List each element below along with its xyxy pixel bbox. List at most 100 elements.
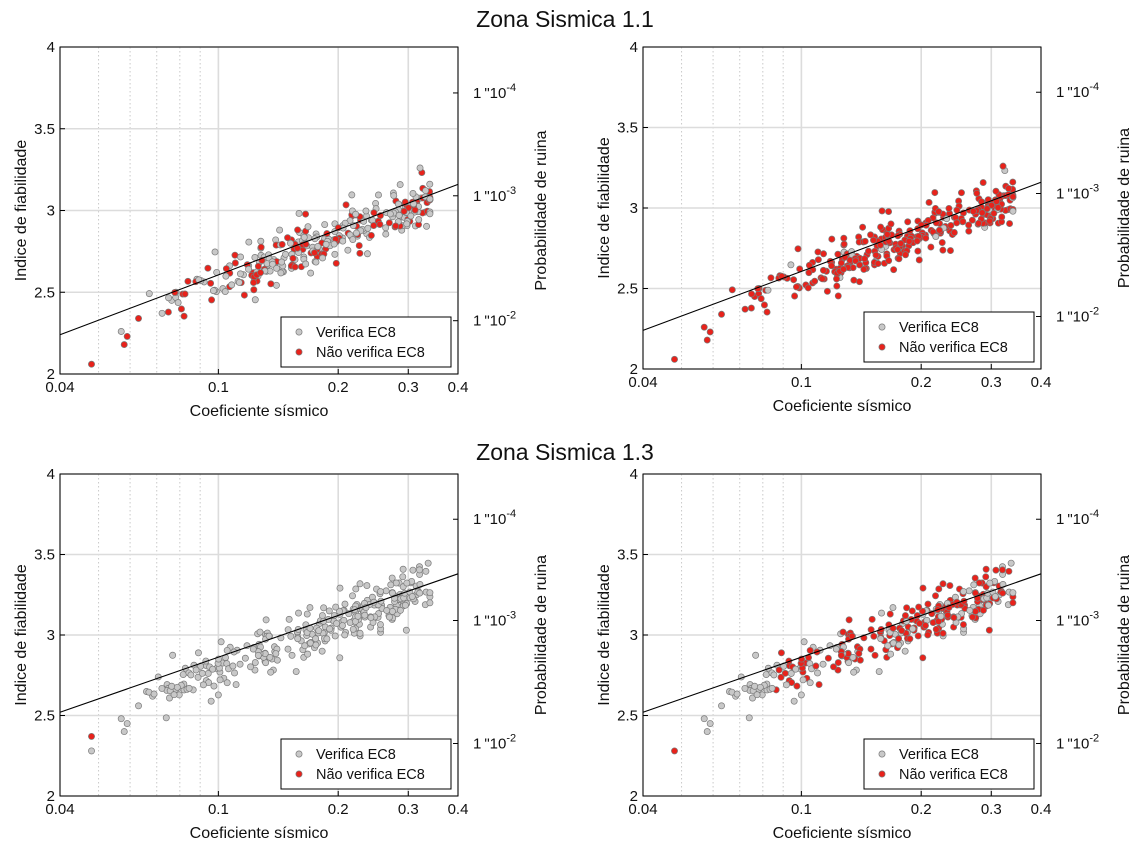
point-verifica xyxy=(272,650,280,657)
point-verifica xyxy=(236,660,244,668)
point-nao-verifica xyxy=(120,341,128,349)
point-verifica xyxy=(88,747,95,755)
point-nao-verifica xyxy=(927,243,935,251)
point-nao-verifica xyxy=(895,255,903,263)
point-verifica xyxy=(273,264,281,272)
point-nao-verifica xyxy=(257,269,264,277)
x-tick-label: 0.4 xyxy=(1031,374,1052,391)
x-tick-label: 0.3 xyxy=(981,801,1002,818)
point-nao-verifica xyxy=(860,265,868,273)
point-verifica xyxy=(222,272,230,280)
point-verifica xyxy=(749,694,756,702)
point-nao-verifica xyxy=(820,250,827,258)
point-verifica xyxy=(117,328,125,335)
x-tick-label: 0.3 xyxy=(981,374,1002,391)
point-verifica xyxy=(909,625,917,633)
point-nao-verifica xyxy=(1005,567,1013,575)
point-nao-verifica xyxy=(823,287,831,295)
point-verifica xyxy=(389,607,396,615)
point-verifica xyxy=(251,659,259,667)
y-tick-label: 4 xyxy=(630,466,638,483)
point-nao-verifica xyxy=(806,646,814,654)
point-verifica xyxy=(198,669,206,677)
point-verifica xyxy=(889,604,897,612)
point-nao-verifica xyxy=(965,221,973,229)
point-verifica xyxy=(288,651,296,659)
x-tick-label: 0.2 xyxy=(328,801,349,818)
point-verifica xyxy=(984,601,992,609)
point-verifica xyxy=(352,229,360,237)
point-nao-verifica xyxy=(903,604,911,612)
point-nao-verifica xyxy=(392,222,400,230)
point-nao-verifica xyxy=(355,242,363,250)
point-nao-verifica xyxy=(332,259,340,267)
point-nao-verifica xyxy=(207,279,215,287)
point-nao-verifica xyxy=(905,237,913,245)
point-nao-verifica xyxy=(760,301,768,309)
point-nao-verifica xyxy=(385,219,393,227)
y-axis-label: Indice de fiabilidade xyxy=(596,137,613,279)
point-verifica xyxy=(229,662,237,670)
legend-box xyxy=(280,316,452,368)
x-tick-label: 0.2 xyxy=(328,379,349,396)
legend-label-nao-verifica: Não verifica EC8 xyxy=(899,767,1008,783)
legend: Verifica EC8 Não verifica EC8 xyxy=(280,738,452,790)
point-verifica xyxy=(814,669,821,677)
point-verifica xyxy=(256,628,264,636)
legend-marker-nao-verifica xyxy=(295,770,303,778)
right-tick-label: 1 "10-4 xyxy=(1056,81,1099,101)
point-verifica xyxy=(269,260,277,268)
point-verifica xyxy=(251,296,259,304)
y-tick-label: 3 xyxy=(47,203,55,220)
point-verifica xyxy=(806,679,814,687)
point-verifica xyxy=(703,728,711,736)
point-nao-verifica xyxy=(867,645,875,653)
point-nao-verifica xyxy=(837,259,845,267)
point-verifica xyxy=(295,609,302,617)
point-nao-verifica xyxy=(915,603,923,611)
right-tick-label: 1 "10-2 xyxy=(1056,306,1099,326)
point-verifica xyxy=(388,574,396,582)
y-axis-right-label: Probabilidade de ruina xyxy=(533,555,550,715)
point-verifica xyxy=(878,609,885,617)
point-verifica xyxy=(273,281,280,289)
point-verifica xyxy=(304,650,312,658)
point-verifica xyxy=(330,240,338,248)
point-verifica xyxy=(409,566,417,574)
scatter-points xyxy=(88,559,434,755)
point-verifica xyxy=(787,261,795,269)
point-verifica xyxy=(937,612,945,620)
point-nao-verifica xyxy=(972,607,979,615)
point-verifica xyxy=(426,599,434,607)
y-tick-label: 2 xyxy=(47,788,55,805)
point-verifica xyxy=(285,615,293,623)
right-tick-label: 1 "10-4 xyxy=(473,508,516,528)
point-nao-verifica xyxy=(897,240,905,247)
point-verifica xyxy=(877,635,885,643)
point-verifica xyxy=(396,181,404,189)
point-verifica xyxy=(1009,207,1017,215)
y-tick-label: 3.5 xyxy=(34,121,55,138)
point-nao-verifica xyxy=(792,283,800,291)
point-verifica xyxy=(376,621,384,629)
point-nao-verifica xyxy=(959,621,967,629)
y-tick-label: 3.5 xyxy=(617,547,638,564)
point-nao-verifica xyxy=(859,223,867,231)
right-tick-label: 1 "10-3 xyxy=(1056,183,1099,203)
point-verifica xyxy=(383,607,391,614)
x-tick-label: 0.4 xyxy=(1031,801,1052,818)
regression-line xyxy=(59,573,459,713)
point-nao-verifica xyxy=(861,237,869,245)
point-verifica xyxy=(158,309,166,317)
point-verifica xyxy=(336,654,344,662)
point-nao-verifica xyxy=(791,292,799,300)
point-verifica xyxy=(123,720,131,727)
point-verifica xyxy=(194,649,202,657)
point-nao-verifica xyxy=(982,573,990,581)
point-nao-verifica xyxy=(855,650,863,657)
point-nao-verifica xyxy=(908,607,916,615)
point-nao-verifica xyxy=(922,622,929,629)
right-tick-label: 1 "10-4 xyxy=(1056,508,1099,528)
point-verifica xyxy=(145,290,153,298)
point-nao-verifica xyxy=(990,209,998,217)
